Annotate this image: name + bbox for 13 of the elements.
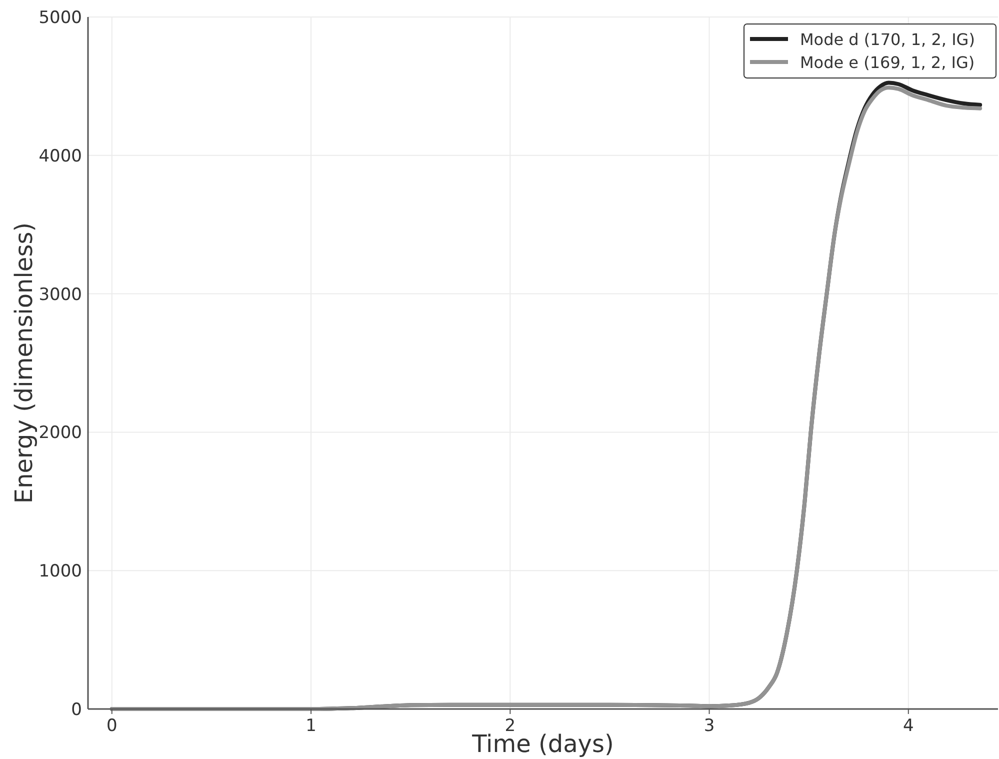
x-tick-label: 4 [902, 716, 914, 736]
x-tick-label: 3 [704, 716, 715, 736]
x-tick-label: 0 [106, 716, 118, 736]
y-tick-label: 5000 [38, 8, 82, 28]
legend-label: Mode e (169, 1, 2, IG) [800, 53, 975, 72]
y-tick-label: 2000 [38, 423, 82, 444]
y-tick-label: 0 [71, 700, 82, 720]
y-tick-label: 4000 [38, 146, 82, 166]
y-axis-title: Energy (dimensionless) [10, 222, 38, 504]
y-tick-label: 3000 [38, 284, 82, 305]
legend-label: Mode d (170, 1, 2, IG) [800, 30, 975, 49]
x-tick-label: 1 [306, 716, 316, 736]
y-tick-label: 1000 [38, 562, 82, 582]
